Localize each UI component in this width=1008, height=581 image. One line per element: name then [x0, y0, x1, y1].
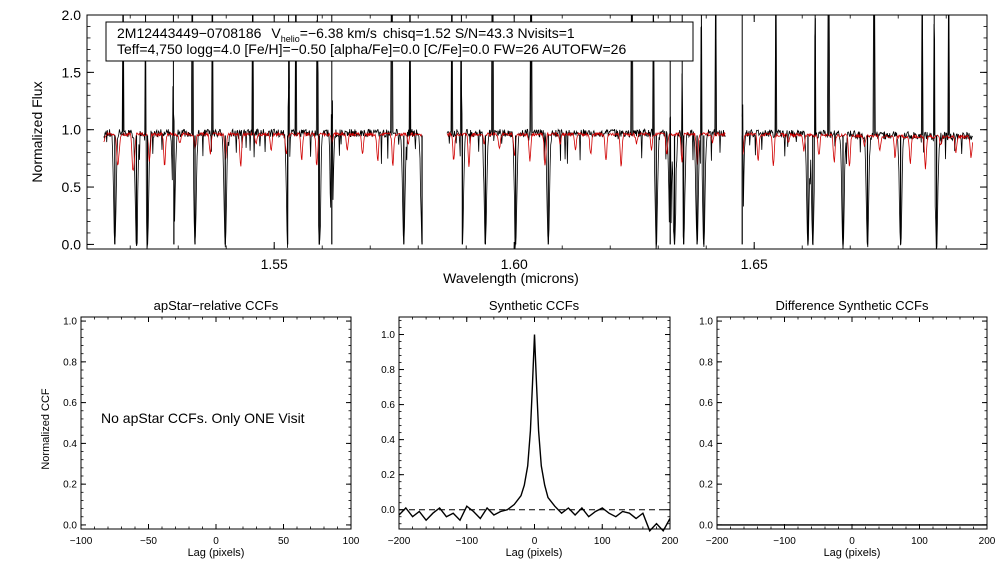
synthetic-ccf-panel: −200 −100 0 100 200 0.0 0.2 0.4 0.6 0.8 1.0 Synthe… — [381, 298, 679, 559]
y-tick-label: 0.0 — [381, 505, 395, 516]
y-tick-label: 2.0 — [62, 7, 82, 23]
y-tick-label: 0.8 — [63, 357, 77, 368]
synthetic-spectrum-line — [446, 131, 726, 167]
y-tick-label: 0.0 — [699, 520, 713, 531]
y-tick-label: 0.2 — [381, 470, 395, 481]
apstar-ccf-x-label: Lag (pixels) — [188, 547, 245, 559]
x-tick-label: 200 — [979, 536, 996, 547]
y-tick-label: 0.2 — [699, 480, 713, 491]
y-tick-label: 0.6 — [381, 400, 395, 411]
x-tick-label: 200 — [662, 536, 679, 547]
spectrum-y-label: Normalized Flux — [29, 81, 45, 182]
y-tick-label: 0.4 — [381, 435, 395, 446]
annotation-star: 2M12443449−0708186 — [117, 25, 262, 41]
apstar-ccf-ticks: −100 −50 0 50 100 0.0 0.2 0.4 0.6 0.8 1.0 — [63, 317, 360, 547]
annotation-v-prefix: V — [271, 25, 281, 41]
y-tick-label: 1.5 — [62, 64, 82, 80]
spectrum-annotation-box: 2M12443449−0708186 Vhelio=−6.38 km/s chisq… — [105, 21, 694, 62]
annotation-line-2: Teff=4,750 logg=4.0 [Fe/H]=−0.50 [alpha/… — [117, 41, 626, 57]
annotation-line-1: 2M12443449−0708186 Vhelio=−6.38 km/s chisq… — [117, 25, 575, 44]
difference-ccf-panel: −200 −100 0 100 200 0.0 0.2 0.4 0.6 0.8 1.0 Differ… — [699, 298, 996, 559]
annotation-stats: chisq=1.52 S/N=43.3 Nvisits=1 — [383, 25, 575, 41]
x-tick-label: 100 — [594, 536, 611, 547]
apstar-ccf-title: apStar−relative CCFs — [154, 298, 279, 313]
difference-ccf-axes-frame — [716, 316, 988, 530]
annotation-v-sub: helio — [281, 34, 300, 44]
observed-spectrum-line — [446, 14, 726, 250]
synthetic-ccf-title: Synthetic CCFs — [489, 298, 580, 313]
x-tick-label: 50 — [278, 536, 290, 547]
y-tick-label: 1.0 — [62, 122, 82, 138]
synthetic-ccf-ticks: −200 −100 0 100 200 0.0 0.2 0.4 0.6 0.8 1.0 — [381, 317, 679, 547]
y-tick-label: 1.0 — [699, 317, 713, 328]
x-tick-label: −200 — [706, 536, 729, 547]
x-tick-label: 0 — [849, 536, 855, 547]
y-tick-label: 1.0 — [381, 330, 395, 341]
y-tick-label: 0.4 — [699, 439, 713, 450]
observed-spectrum-line — [741, 14, 973, 250]
x-tick-label: 100 — [911, 536, 928, 547]
spectrum-panel: 1.55 1.60 1.65 0.0 0.5 1.0 1.5 2.0 2M12443449−0… — [29, 7, 988, 286]
x-tick-label: 1.65 — [741, 256, 768, 272]
spectrum-axes-frame — [86, 14, 988, 250]
y-tick-label: 0.8 — [381, 365, 395, 376]
x-tick-label: 1.55 — [261, 256, 288, 272]
x-tick-label: 0 — [213, 536, 219, 547]
spectrum-ticks: 1.55 1.60 1.65 0.0 0.5 1.0 1.5 2.0 — [62, 7, 987, 272]
y-tick-label: 0.4 — [63, 439, 77, 450]
y-tick-label: 0.0 — [63, 520, 77, 531]
y-tick-label: 0.0 — [62, 236, 82, 252]
x-tick-label: −200 — [388, 536, 411, 547]
x-tick-label: −100 — [70, 536, 93, 547]
synthetic-ccf-plot-area — [398, 334, 671, 533]
apstar-ccf-panel: −100 −50 0 50 100 0.0 0.2 0.4 0.6 0.8 1.0 apStar−r… — [40, 298, 360, 559]
spectrum-x-label: Wavelength (microns) — [443, 270, 579, 286]
y-tick-label: 0.2 — [63, 480, 77, 491]
synthetic-ccf-x-label: Lag (pixels) — [506, 547, 563, 559]
apstar-ccf-note: No apStar CCFs. Only ONE Visit — [101, 410, 305, 426]
synthetic-ccf-line — [398, 334, 671, 533]
x-tick-label: −50 — [140, 536, 157, 547]
y-tick-label: 0.6 — [63, 398, 77, 409]
synthetic-spectrum-line — [103, 131, 423, 172]
difference-ccf-ticks: −200 −100 0 100 200 0.0 0.2 0.4 0.6 0.8 1.0 — [699, 317, 996, 547]
y-tick-label: 0.5 — [62, 179, 82, 195]
x-tick-label: 0 — [532, 536, 538, 547]
annotation-frame — [105, 21, 694, 62]
difference-ccf-title: Difference Synthetic CCFs — [776, 298, 929, 313]
y-tick-label: 0.8 — [699, 357, 713, 368]
apstar-ccf-y-label: Normalized CCF — [40, 388, 52, 470]
y-tick-label: 1.0 — [63, 317, 77, 328]
synthetic-spectrum-line — [741, 131, 973, 170]
x-tick-label: 100 — [343, 536, 360, 547]
x-tick-label: −100 — [773, 536, 796, 547]
difference-ccf-x-label: Lag (pixels) — [824, 547, 881, 559]
x-tick-label: −100 — [455, 536, 478, 547]
x-tick-label: 1.60 — [501, 256, 528, 272]
annotation-v-value: =−6.38 km/s — [300, 25, 377, 41]
y-tick-label: 0.6 — [699, 398, 713, 409]
